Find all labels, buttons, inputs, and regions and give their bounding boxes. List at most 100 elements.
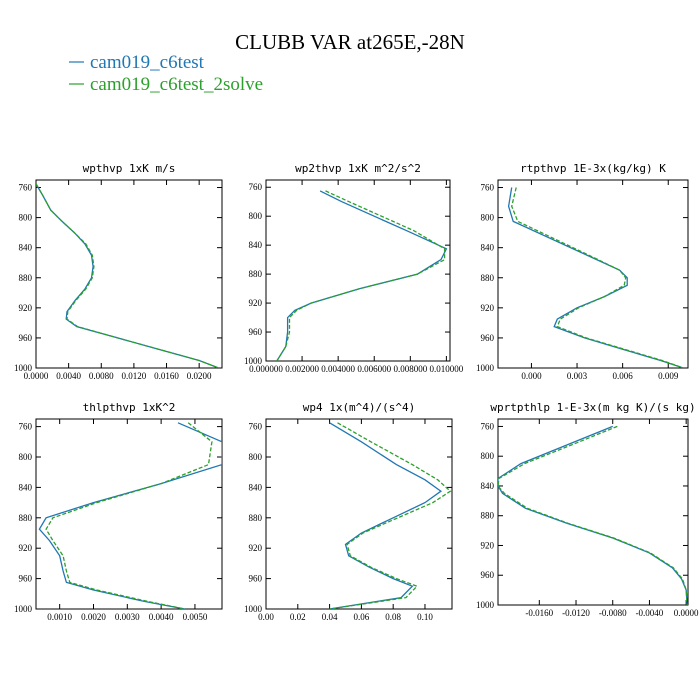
y-tick-label: 960 (249, 574, 263, 584)
x-tick-label: 0.000000 (249, 364, 283, 374)
y-tick-label: 960 (19, 333, 33, 343)
y-tick-label: 1000 (14, 363, 33, 373)
series-line-c6test-2solve (329, 422, 452, 609)
x-tick-label: 0.0040 (56, 371, 81, 381)
x-tick-label: 0.006 (613, 371, 634, 381)
plot-frame (35, 179, 223, 369)
y-tick-label: 880 (249, 269, 263, 279)
x-tick-label: -0.0160 (525, 608, 553, 618)
panel-3: rtpthvp 1E-3x(kg/kg) K 760 800 840 880 920 960… (476, 162, 689, 381)
x-tick-label: 0.0000 (674, 608, 699, 618)
panel-title: wpthvp 1xK m/s (83, 162, 176, 175)
x-tick-label: -0.0040 (636, 608, 664, 618)
legend: cam019_c6test cam019_c6test_2solve (69, 52, 263, 95)
y-tick-label: 880 (481, 273, 495, 283)
panel-title: wp2thvp 1xK m^2/s^2 (295, 162, 421, 175)
panel-title: thlpthvp 1xK^2 (83, 401, 176, 414)
x-tick-label: 0.0030 (115, 612, 140, 622)
x-tick-label: 0.02 (290, 612, 306, 622)
x-tick-label: 0.004000 (321, 364, 355, 374)
plot-frame (265, 418, 453, 610)
series-line-c6test (498, 425, 688, 605)
y-tick-label: 920 (481, 540, 495, 550)
series-line-c6test (38, 422, 222, 609)
x-tick-label: 0.08 (385, 612, 401, 622)
y-tick-label: 840 (249, 240, 263, 250)
x-tick-label: 0.003 (567, 371, 588, 381)
x-tick-label: 0.0120 (122, 371, 147, 381)
y-tick-label: 760 (19, 422, 33, 432)
series-line-c6test (507, 187, 684, 368)
x-tick-label: 0.0000 (24, 371, 49, 381)
x-tick-label: 0.06 (354, 612, 370, 622)
y-tick-label: 800 (249, 452, 263, 462)
x-tick-label: 0.0080 (89, 371, 114, 381)
y-tick-label: 840 (249, 482, 263, 492)
x-tick-label: 0.002000 (285, 364, 319, 374)
y-tick-label: 1000 (244, 356, 263, 366)
x-tick-label: 0.0020 (81, 612, 106, 622)
x-tick-label: 0.008000 (393, 364, 427, 374)
x-tick-label: 0.10 (417, 612, 433, 622)
y-tick-label: 840 (481, 243, 495, 253)
y-tick-label: 840 (19, 243, 33, 253)
y-tick-label: 920 (249, 298, 263, 308)
y-tick-label: 800 (481, 451, 495, 461)
series-line-c6test (276, 190, 448, 361)
x-tick-label: 0.0160 (154, 371, 179, 381)
y-tick-label: 1000 (14, 604, 33, 614)
panel-2: wp2thvp 1xK m^2/s^2 760 800 840 880 920 960 100… (244, 162, 464, 374)
panel-4: thlpthvp 1xK^2 760 800 840 880 920 960 1000 0.00… (14, 401, 223, 622)
panel-title: rtpthvp 1E-3x(kg/kg) K (520, 162, 666, 175)
x-tick-label: 0.0040 (149, 612, 174, 622)
legend-label-series-1: cam019_c6test (90, 52, 205, 73)
plot-frame (497, 179, 689, 369)
x-tick-label: 0.0200 (187, 371, 212, 381)
y-tick-label: 760 (481, 421, 495, 431)
x-tick-label: 0.010000 (430, 364, 464, 374)
y-tick-label: 920 (19, 303, 33, 313)
y-tick-label: 840 (481, 481, 495, 491)
y-tick-label: 960 (249, 327, 263, 337)
x-tick-label: 0.0010 (47, 612, 72, 622)
y-tick-label: 760 (249, 182, 263, 192)
y-tick-label: 800 (19, 452, 33, 462)
plot-frame (35, 418, 223, 610)
y-tick-label: 920 (481, 303, 495, 313)
x-tick-label: 0.04 (322, 612, 338, 622)
plot-frame (265, 179, 451, 362)
y-tick-label: 1000 (476, 363, 495, 373)
x-tick-label: 0.009 (658, 371, 679, 381)
y-tick-label: 920 (19, 543, 33, 553)
panel-1: wpthvp 1xK m/s76080084088092096010000.00… (14, 162, 223, 381)
series-line-c6test-2solve (36, 183, 219, 368)
x-tick-label: 0.00 (258, 612, 274, 622)
series-line-c6test (329, 422, 443, 609)
y-tick-label: 880 (481, 511, 495, 521)
y-tick-label: 760 (481, 183, 495, 193)
y-tick-label: 840 (19, 482, 33, 492)
panel-6: wprtpthlp 1-E-3x(m kg K)/(s kg) 760 800 840… (476, 401, 699, 618)
panel-title: wprtpthlp 1-E-3x(m kg K)/(s kg) (490, 401, 695, 414)
y-tick-label: 920 (249, 543, 263, 553)
y-tick-label: 800 (481, 213, 495, 223)
y-tick-label: 760 (19, 183, 33, 193)
y-tick-label: 1000 (244, 604, 263, 614)
x-tick-label: -0.0080 (599, 608, 627, 618)
y-tick-label: 800 (19, 213, 33, 223)
panel-title: wp4 1x(m^4)/(s^4) (303, 401, 416, 414)
x-tick-label: -0.0120 (562, 608, 590, 618)
series-line-c6test-2solve (498, 425, 688, 605)
figure-title: CLUBB VAR at265E,-28N (235, 30, 465, 54)
y-tick-label: 760 (249, 422, 263, 432)
x-tick-label: 0.000 (521, 371, 542, 381)
x-tick-label: 0.006000 (357, 364, 391, 374)
series-line-c6test-2solve (511, 187, 684, 368)
series-line-c6test-2solve (276, 190, 446, 361)
y-tick-label: 960 (19, 574, 33, 584)
y-tick-label: 800 (249, 211, 263, 221)
y-tick-label: 880 (19, 273, 33, 283)
y-tick-label: 880 (19, 513, 33, 523)
legend-label-series-2: cam019_c6test_2solve (90, 74, 263, 95)
